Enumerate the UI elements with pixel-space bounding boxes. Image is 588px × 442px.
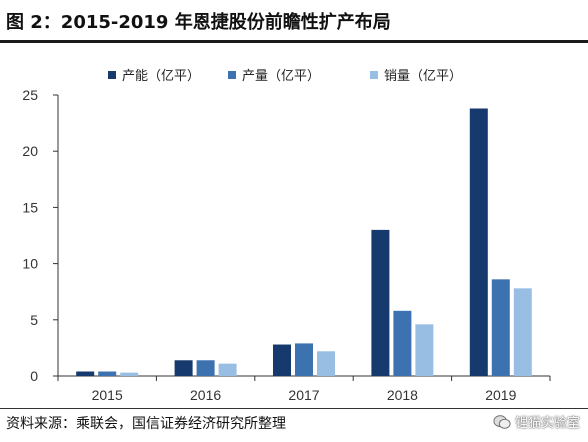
bar-2015-series-0 (76, 371, 95, 376)
bar-2015-series-1 (98, 371, 117, 376)
y-tick-label: 10 (22, 256, 38, 272)
bar-2016-series-2 (218, 363, 237, 376)
x-axis: 2015 2016 2017 2018 2019 (57, 375, 551, 403)
legend-swatch-0 (108, 71, 116, 79)
y-axis: 0 5 10 15 20 25 (22, 87, 59, 384)
legend-swatch-1 (228, 71, 236, 79)
chart-title: 图 2：2015-2019 年恩捷股份前瞻性扩产布局 (6, 12, 391, 33)
bar-2017-series-1 (295, 343, 313, 376)
bar-2017-series-0 (273, 344, 291, 376)
title-divider (0, 40, 588, 43)
bar-2017-series-2 (317, 351, 335, 376)
x-tick-label: 2018 (387, 387, 418, 403)
y-tick-label: 5 (30, 312, 38, 328)
bars-group (76, 108, 532, 376)
x-tick-label: 2019 (485, 387, 516, 403)
bar-2018-series-1 (393, 310, 412, 376)
bar-2018-series-0 (371, 229, 390, 376)
x-tick-label: 2015 (92, 387, 123, 403)
legend-label-1: 产量（亿平） (242, 69, 320, 84)
bar-2019-series-1 (491, 279, 510, 376)
y-tick-label: 20 (22, 143, 38, 159)
watermark: 锂猫实验室 (493, 412, 580, 431)
y-tick-label: 15 (22, 199, 38, 215)
y-tick-label: 0 (30, 368, 38, 384)
bar-2019-series-2 (513, 288, 532, 376)
legend-swatch-2 (370, 71, 378, 79)
bar-2016-series-0 (174, 360, 193, 376)
source-note: 资料来源：乘联会，国信证券经济研究所整理 (6, 416, 286, 432)
bar-2015-series-2 (120, 372, 139, 376)
legend-label-2: 销量（亿平） (384, 69, 462, 84)
wechat-icon (493, 414, 511, 429)
bar-2018-series-2 (415, 324, 434, 376)
chart-legend: 产能（亿平） 产量（亿平） 销量（亿平） (108, 69, 462, 84)
footer-divider (0, 408, 588, 409)
y-tick-label: 25 (22, 87, 38, 103)
legend-label-0: 产能（亿平） (122, 69, 200, 84)
x-tick-label: 2016 (190, 387, 221, 403)
bar-2016-series-1 (196, 360, 215, 376)
watermark-text: 锂猫实验室 (514, 416, 580, 431)
x-tick-label: 2017 (288, 387, 319, 403)
bar-2019-series-0 (469, 108, 488, 376)
